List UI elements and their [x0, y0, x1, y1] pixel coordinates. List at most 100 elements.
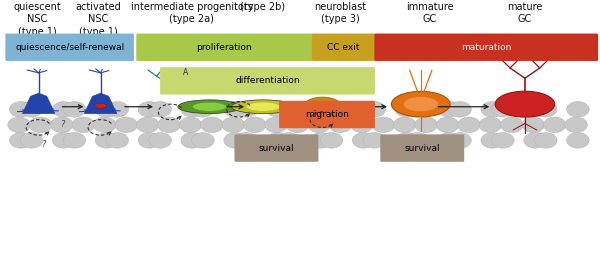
Ellipse shape — [395, 133, 418, 148]
Ellipse shape — [193, 102, 226, 111]
Ellipse shape — [244, 117, 266, 133]
Ellipse shape — [277, 133, 300, 148]
Ellipse shape — [500, 117, 523, 133]
Ellipse shape — [106, 101, 128, 117]
Ellipse shape — [95, 133, 118, 148]
Text: activated
NSC
(type 1): activated NSC (type 1) — [76, 2, 121, 37]
Ellipse shape — [191, 133, 214, 148]
Ellipse shape — [406, 101, 428, 117]
Ellipse shape — [438, 101, 461, 117]
Ellipse shape — [10, 101, 32, 117]
Text: survival: survival — [259, 144, 294, 153]
Ellipse shape — [406, 133, 428, 148]
Circle shape — [495, 91, 554, 117]
Text: migration: migration — [305, 110, 349, 119]
Ellipse shape — [449, 133, 472, 148]
FancyBboxPatch shape — [380, 134, 464, 162]
Ellipse shape — [246, 102, 280, 111]
Ellipse shape — [224, 101, 247, 117]
Ellipse shape — [178, 100, 241, 114]
Ellipse shape — [158, 117, 181, 133]
Ellipse shape — [535, 133, 557, 148]
Ellipse shape — [52, 101, 75, 117]
Ellipse shape — [544, 117, 566, 133]
Polygon shape — [85, 93, 117, 114]
Ellipse shape — [181, 101, 203, 117]
Ellipse shape — [320, 101, 343, 117]
Ellipse shape — [163, 86, 179, 92]
Ellipse shape — [479, 117, 502, 133]
Ellipse shape — [266, 101, 289, 117]
Ellipse shape — [363, 133, 386, 148]
Ellipse shape — [138, 101, 161, 117]
Ellipse shape — [449, 101, 472, 117]
Text: proliferation: proliferation — [197, 43, 252, 52]
Ellipse shape — [415, 117, 437, 133]
Circle shape — [95, 103, 106, 108]
Ellipse shape — [438, 133, 461, 148]
Text: ?: ? — [43, 140, 47, 149]
Text: survival: survival — [404, 144, 440, 153]
Text: quiescence/self-renewal: quiescence/self-renewal — [15, 43, 124, 52]
FancyBboxPatch shape — [160, 67, 375, 95]
Ellipse shape — [372, 117, 395, 133]
Ellipse shape — [115, 117, 137, 133]
Ellipse shape — [63, 101, 86, 117]
Ellipse shape — [391, 91, 450, 117]
Ellipse shape — [179, 117, 202, 133]
Ellipse shape — [235, 133, 257, 148]
Ellipse shape — [138, 133, 161, 148]
Ellipse shape — [29, 117, 52, 133]
Ellipse shape — [329, 117, 352, 133]
Ellipse shape — [304, 97, 342, 116]
Ellipse shape — [20, 133, 43, 148]
Ellipse shape — [566, 133, 589, 148]
Ellipse shape — [481, 101, 503, 117]
FancyBboxPatch shape — [279, 101, 375, 128]
Ellipse shape — [491, 133, 514, 148]
Ellipse shape — [311, 101, 334, 112]
Ellipse shape — [310, 133, 332, 148]
Text: CC exit: CC exit — [327, 43, 359, 52]
Ellipse shape — [136, 117, 159, 133]
Ellipse shape — [10, 133, 32, 148]
Ellipse shape — [524, 101, 547, 117]
Ellipse shape — [106, 133, 128, 148]
Ellipse shape — [149, 101, 172, 117]
Text: neuroblast
(type 3): neuroblast (type 3) — [314, 2, 367, 24]
Text: quiescent
NSC
(type 1): quiescent NSC (type 1) — [13, 2, 61, 37]
Ellipse shape — [235, 101, 257, 117]
Ellipse shape — [436, 117, 459, 133]
FancyBboxPatch shape — [374, 34, 598, 61]
Ellipse shape — [566, 101, 589, 117]
Ellipse shape — [286, 117, 309, 133]
Ellipse shape — [522, 117, 545, 133]
Text: immature
GC: immature GC — [406, 2, 454, 24]
Ellipse shape — [352, 133, 375, 148]
Ellipse shape — [95, 101, 118, 117]
Ellipse shape — [277, 101, 300, 117]
Ellipse shape — [224, 133, 247, 148]
FancyBboxPatch shape — [5, 34, 134, 61]
FancyBboxPatch shape — [235, 134, 319, 162]
Ellipse shape — [394, 117, 416, 133]
Ellipse shape — [535, 101, 557, 117]
Ellipse shape — [181, 133, 203, 148]
Ellipse shape — [363, 101, 386, 117]
Ellipse shape — [310, 101, 332, 117]
FancyBboxPatch shape — [312, 34, 375, 61]
Ellipse shape — [350, 117, 373, 133]
Ellipse shape — [52, 133, 75, 148]
Text: (type 2b): (type 2b) — [241, 2, 286, 12]
Ellipse shape — [481, 133, 503, 148]
Ellipse shape — [266, 133, 289, 148]
Text: differentiation: differentiation — [235, 76, 300, 85]
Text: ?: ? — [61, 120, 66, 129]
Ellipse shape — [265, 117, 287, 133]
Ellipse shape — [72, 117, 95, 133]
Ellipse shape — [8, 117, 31, 133]
Ellipse shape — [20, 101, 43, 117]
Ellipse shape — [63, 133, 86, 148]
Ellipse shape — [403, 96, 438, 112]
Ellipse shape — [50, 117, 73, 133]
